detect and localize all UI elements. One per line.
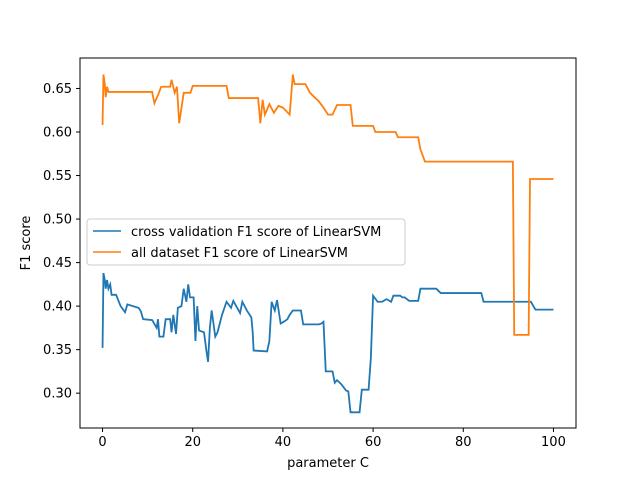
- x-tick-label: 60: [365, 435, 382, 450]
- series-layer: [101, 74, 554, 414]
- y-axis-label: F1 score: [19, 216, 34, 271]
- x-tick-label: 40: [275, 435, 292, 450]
- x-axis-label: parameter C: [287, 456, 369, 471]
- legend-label-all: all dataset F1 score of LinearSVM: [131, 246, 348, 261]
- x-tick-label: 0: [98, 435, 106, 450]
- x-tick-label: 80: [455, 435, 472, 450]
- y-axis-ticks: 0.30 0.35 0.40 0.45 0.50 0.55 0.60 0.65: [43, 82, 80, 402]
- plot-area-frame: [79, 57, 577, 429]
- y-tick-label: 0.60: [43, 126, 72, 141]
- y-tick-label: 0.45: [43, 256, 72, 271]
- series-line-cross-validation: [101, 272, 554, 414]
- y-tick-label: 0.65: [43, 82, 72, 97]
- x-tick-label: 20: [184, 435, 201, 450]
- x-axis-ticks: 0 20 40 60 80 100: [98, 428, 566, 450]
- y-tick-label: 0.55: [43, 169, 72, 184]
- legend-label-cv: cross validation F1 score of LinearSVM: [131, 225, 381, 240]
- legend-box: [86, 218, 406, 266]
- series-line-all-dataset: [101, 74, 554, 336]
- x-tick-label: 100: [541, 435, 566, 450]
- y-tick-label: 0.40: [43, 300, 72, 315]
- y-tick-label: 0.35: [43, 343, 72, 358]
- legend: cross validation F1 score of LinearSVM a…: [86, 218, 406, 266]
- y-tick-label: 0.50: [43, 213, 72, 228]
- y-tick-label: 0.30: [43, 387, 72, 402]
